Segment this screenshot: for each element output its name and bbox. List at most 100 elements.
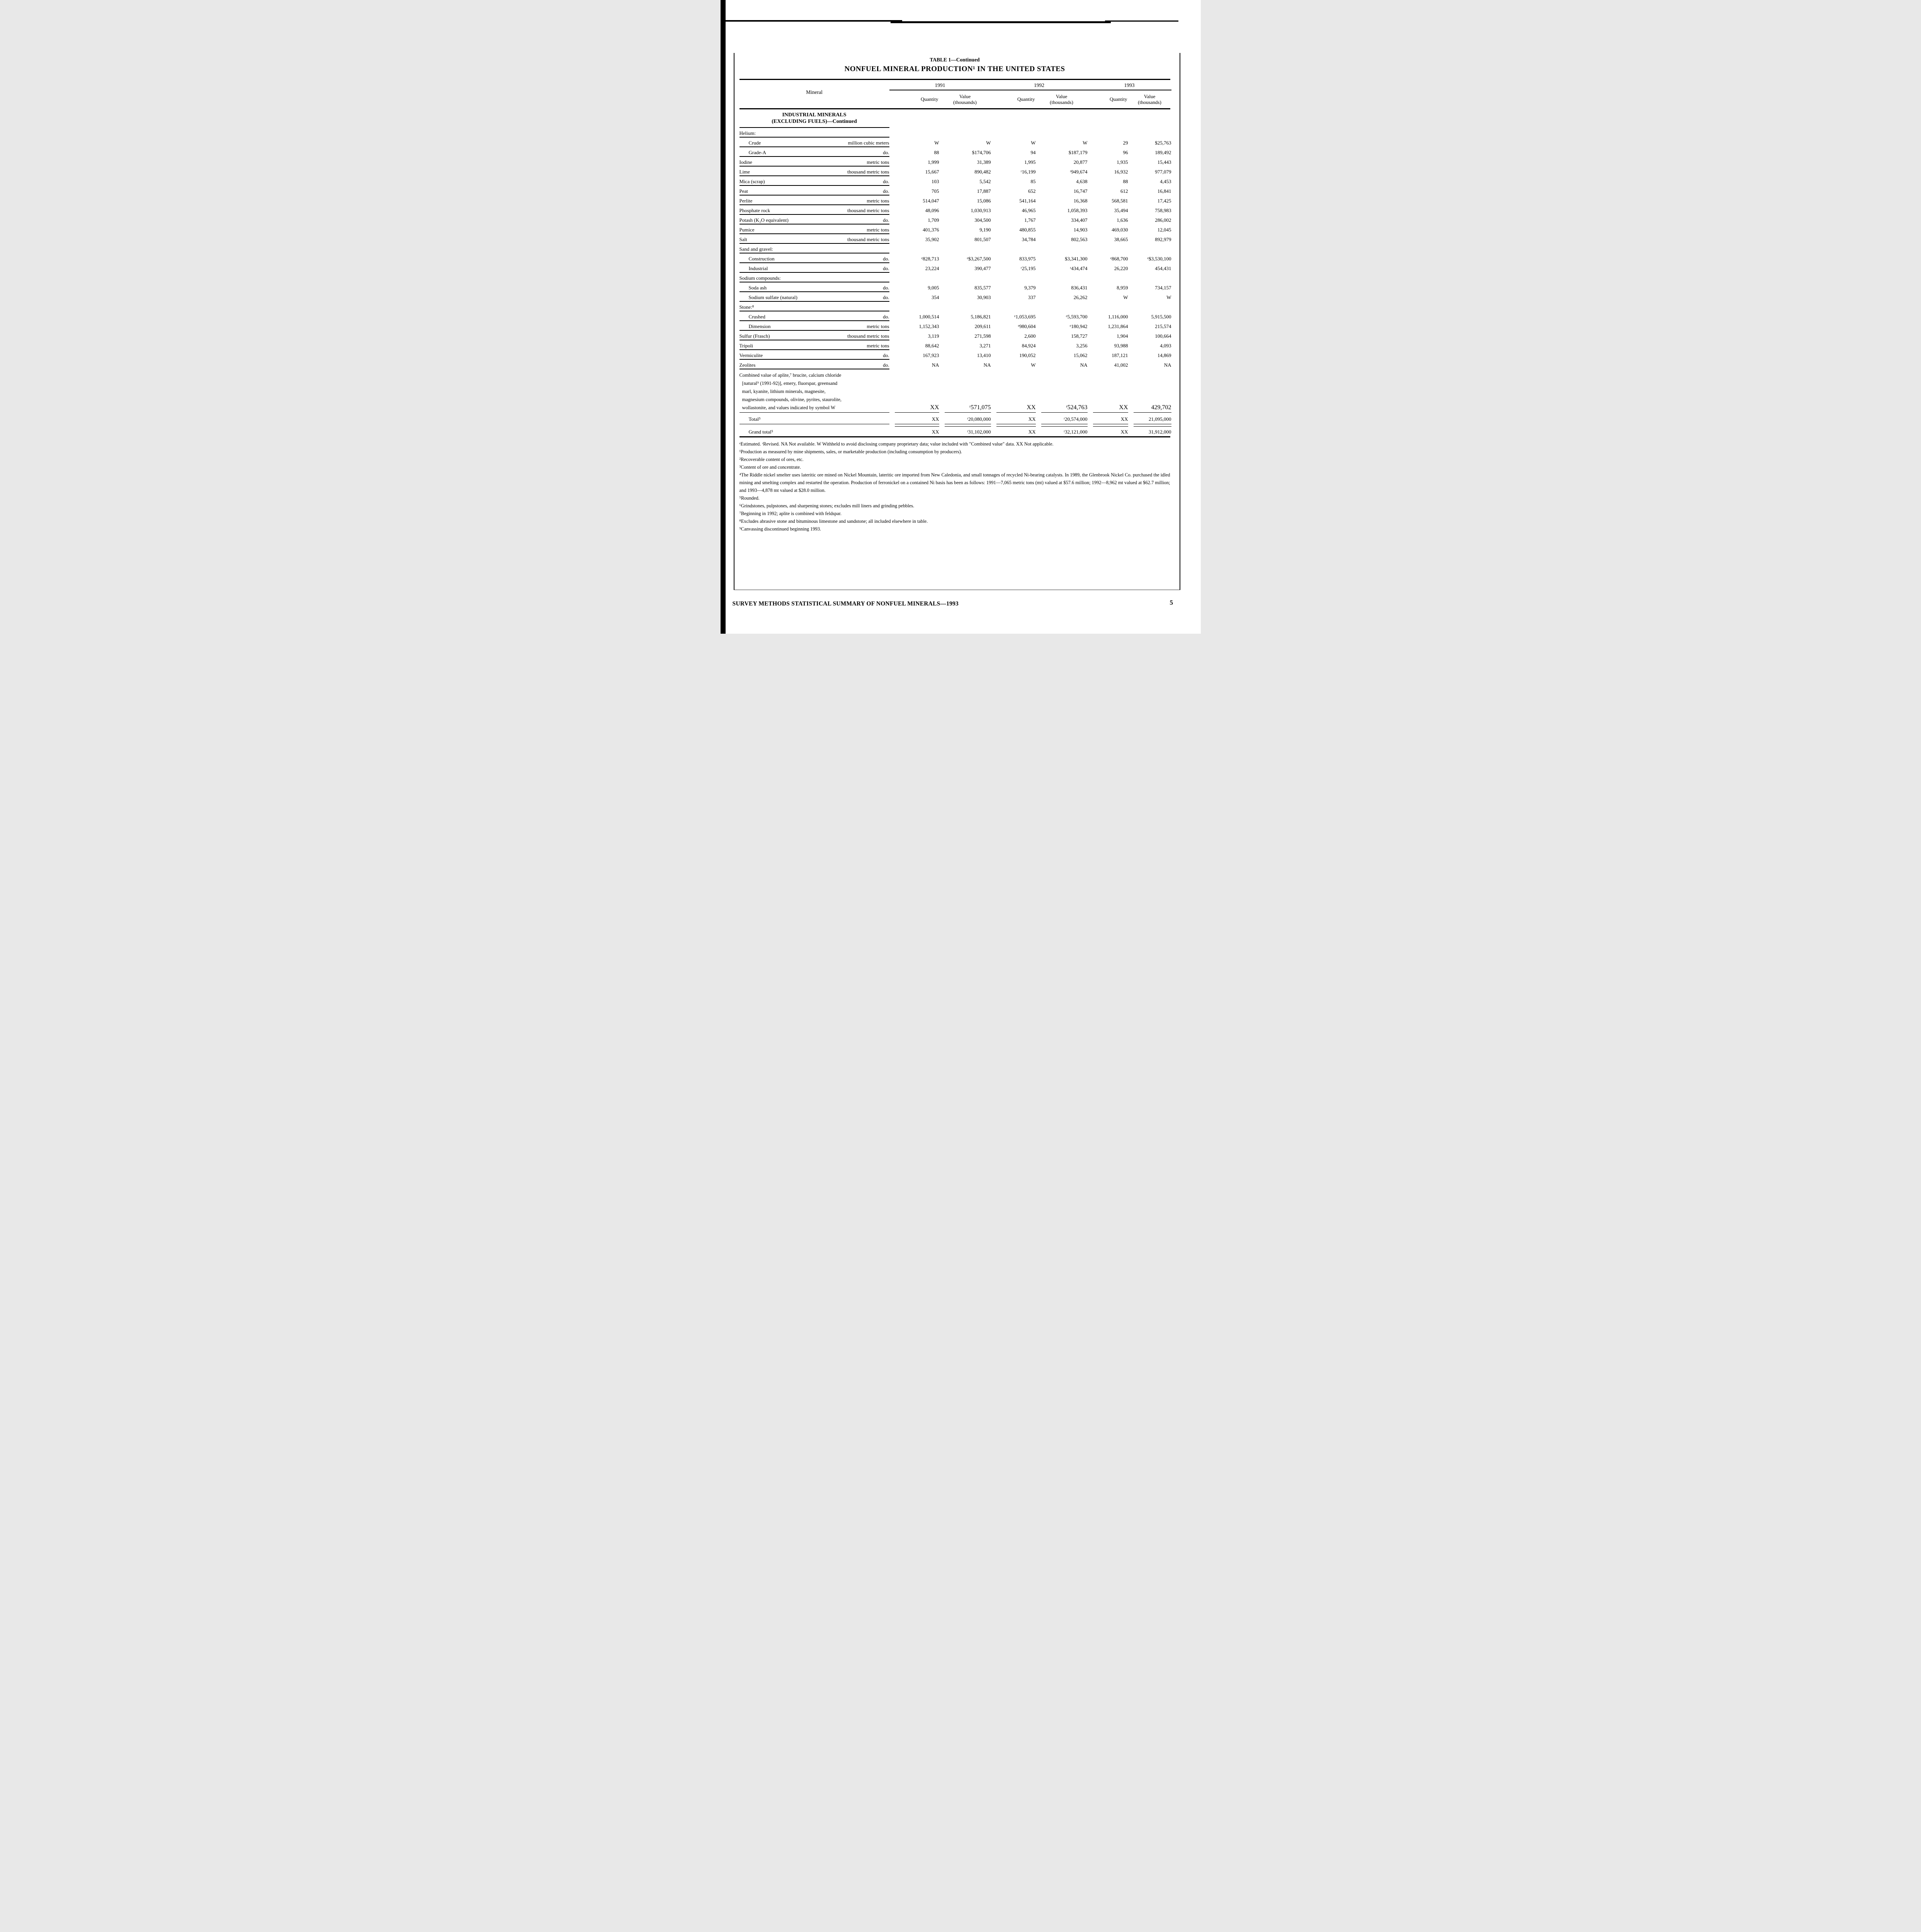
row-label: Sulfur (Frasch) xyxy=(739,333,770,339)
cell-value: 1,995 xyxy=(1024,159,1036,165)
table-row: Phosphate rock thousand metric tons 48,096… xyxy=(739,205,1171,215)
row-label: Iodine xyxy=(739,159,752,165)
row-unit: thousand metric tons xyxy=(847,168,889,175)
cell-value: 652 xyxy=(1028,188,1036,194)
rule-segment xyxy=(739,412,889,414)
title-block: TABLE 1—Continued NONFUEL MINERAL PRODUC… xyxy=(740,57,1170,73)
cell-value: 46,965 xyxy=(1022,207,1036,213)
cell-value: $187,179 xyxy=(1068,149,1088,155)
row-label: Sodium compounds: xyxy=(739,275,781,281)
cell-value: ᵉ868,700 xyxy=(1110,255,1128,262)
top-rule xyxy=(724,20,902,22)
combined-value-row: Combined value of aplite,⁷ brucite, calc… xyxy=(739,369,1171,412)
cell-value: XX xyxy=(930,404,939,411)
row-unit: do. xyxy=(883,217,889,223)
cell-value: W xyxy=(1083,139,1088,146)
cell-value: ᵉ180,942 xyxy=(1069,323,1088,329)
total-row: Total⁵ XX ʳ20,080,000 XX ʳ20,574,000 XX 21,095… xyxy=(740,414,1171,423)
value-label: Value xyxy=(1144,93,1156,99)
cell-value: 94 xyxy=(1030,149,1036,155)
cell-value: 30,903 xyxy=(977,294,991,300)
cell-value: 85 xyxy=(1030,178,1036,184)
cell-value: 801,507 xyxy=(974,236,991,242)
cell-value: 612 xyxy=(1120,188,1128,194)
table-row: Sodium compounds: xyxy=(739,273,1170,282)
cell-value: 16,368 xyxy=(1073,197,1088,204)
table-row: Crude million cubic meters W W W W 29 $25,763 xyxy=(739,138,1171,147)
row-label: Phosphate rock xyxy=(739,207,770,213)
table-bottom-rule xyxy=(739,436,1170,437)
section-heading-line2: (EXCLUDING FUELS)—Continued xyxy=(772,119,857,124)
cell-value: 93,988 xyxy=(1114,342,1128,349)
cell-value: NA xyxy=(932,362,939,368)
table-row: Dimension metric tons 1,152,343 209,611 ᵉ980… xyxy=(739,321,1171,331)
cell-value: 158,727 xyxy=(1071,333,1088,339)
rule-segment xyxy=(739,423,889,427)
cell-value: 2,600 xyxy=(1024,333,1036,339)
cell-value: 977,079 xyxy=(1155,168,1171,175)
cell-value: 1,000,514 xyxy=(919,313,939,320)
table-row: Salt thousand metric tons 35,902 801,507 34,… xyxy=(739,234,1171,244)
cell-value: 514,047 xyxy=(923,197,939,204)
cell-value: 4,093 xyxy=(1160,342,1171,349)
rule-segment xyxy=(1088,412,1128,414)
table-row: Vermiculite do. 167,923 13,410 190,052 15,062… xyxy=(739,350,1171,360)
cell-value: W xyxy=(1123,294,1128,300)
table-row: Peat do. 705 17,887 652 16,747 612 16,841 xyxy=(739,186,1171,196)
row-label: Sand and gravel: xyxy=(739,246,773,252)
row-unit: do. xyxy=(883,149,889,155)
cell-value: 189,492 xyxy=(1155,149,1171,155)
row-unit: do. xyxy=(883,313,889,320)
table-row: Sand and gravel: xyxy=(739,244,1170,253)
footnote: ⁹Canvassing discontinued beginning 1993. xyxy=(739,526,821,532)
cell-value: XX xyxy=(1120,416,1128,422)
row-label: Industrial xyxy=(748,265,768,271)
footnote: ⁴The Riddle nickel smelter uses lateriti… xyxy=(739,472,1170,493)
cell-value: XX xyxy=(1027,404,1036,411)
cell-value: NA xyxy=(983,362,991,368)
table-top-rule xyxy=(739,79,1170,80)
header-bottom-rule xyxy=(739,108,1170,109)
cell-value: 15,062 xyxy=(1073,352,1088,358)
cell-value: 734,157 xyxy=(1155,284,1171,291)
cell-value: 9,190 xyxy=(979,226,991,233)
page-number: 5 xyxy=(1170,599,1173,606)
row-label: Tripoli xyxy=(739,342,753,349)
row-label: Potash (K₂O equivalent) xyxy=(739,217,789,223)
cell-value: 84,924 xyxy=(1022,342,1036,349)
cell-value: 16,841 xyxy=(1157,188,1171,194)
table-continued-label: TABLE 1—Continued xyxy=(930,57,980,63)
cell-value: 835,577 xyxy=(974,284,991,291)
table-body: Helium: Crude million cubic meters W W W W 29 $2… xyxy=(739,128,1171,369)
cell-value: 5,186,821 xyxy=(971,313,991,320)
cell-value: 34,784 xyxy=(1022,236,1036,242)
top-rule xyxy=(890,21,1111,23)
row-unit: do. xyxy=(883,352,889,358)
combined-row-label-line: Combined value of aplite,⁷ brucite, calc… xyxy=(739,372,842,378)
rule-segment xyxy=(1088,423,1128,427)
combined-row-label-line: marl, kyanite, lithium minerals, magnesi… xyxy=(742,388,826,394)
rule-segment xyxy=(991,412,1036,414)
cell-value: 836,431 xyxy=(1071,284,1088,291)
cell-value: 354 xyxy=(932,294,939,300)
table-row: Iodine metric tons 1,999 31,389 1,995 20,877 1… xyxy=(739,157,1171,167)
row-label: Perlite xyxy=(739,197,753,204)
cell-value: 4,638 xyxy=(1076,178,1088,184)
table-row: Sodium sulfate (natural) do. 354 30,903 337 2… xyxy=(739,292,1171,302)
double-rule-row xyxy=(739,423,1171,427)
cell-value: ʳ434,474 xyxy=(1070,265,1088,271)
cell-value: 3,271 xyxy=(979,342,991,349)
cell-value: 401,376 xyxy=(923,226,939,233)
row-label: Helium: xyxy=(739,130,756,136)
cell-value: 31,389 xyxy=(977,159,991,165)
row-unit: million cubic meters xyxy=(848,139,889,146)
cell-value: W xyxy=(986,139,991,146)
section-heading-line1: INDUSTRIAL MINERALS xyxy=(782,112,847,118)
rule-segment xyxy=(1128,423,1171,427)
rule-segment xyxy=(889,412,939,414)
row-unit: metric tons xyxy=(867,197,889,204)
value-sublabel: (thousands) xyxy=(1138,99,1161,105)
table-row: Sulfur (Frasch) thousand metric tons 3,119… xyxy=(739,331,1171,340)
row-label: Soda ash xyxy=(748,284,767,291)
cell-value: 1,152,343 xyxy=(919,323,939,329)
